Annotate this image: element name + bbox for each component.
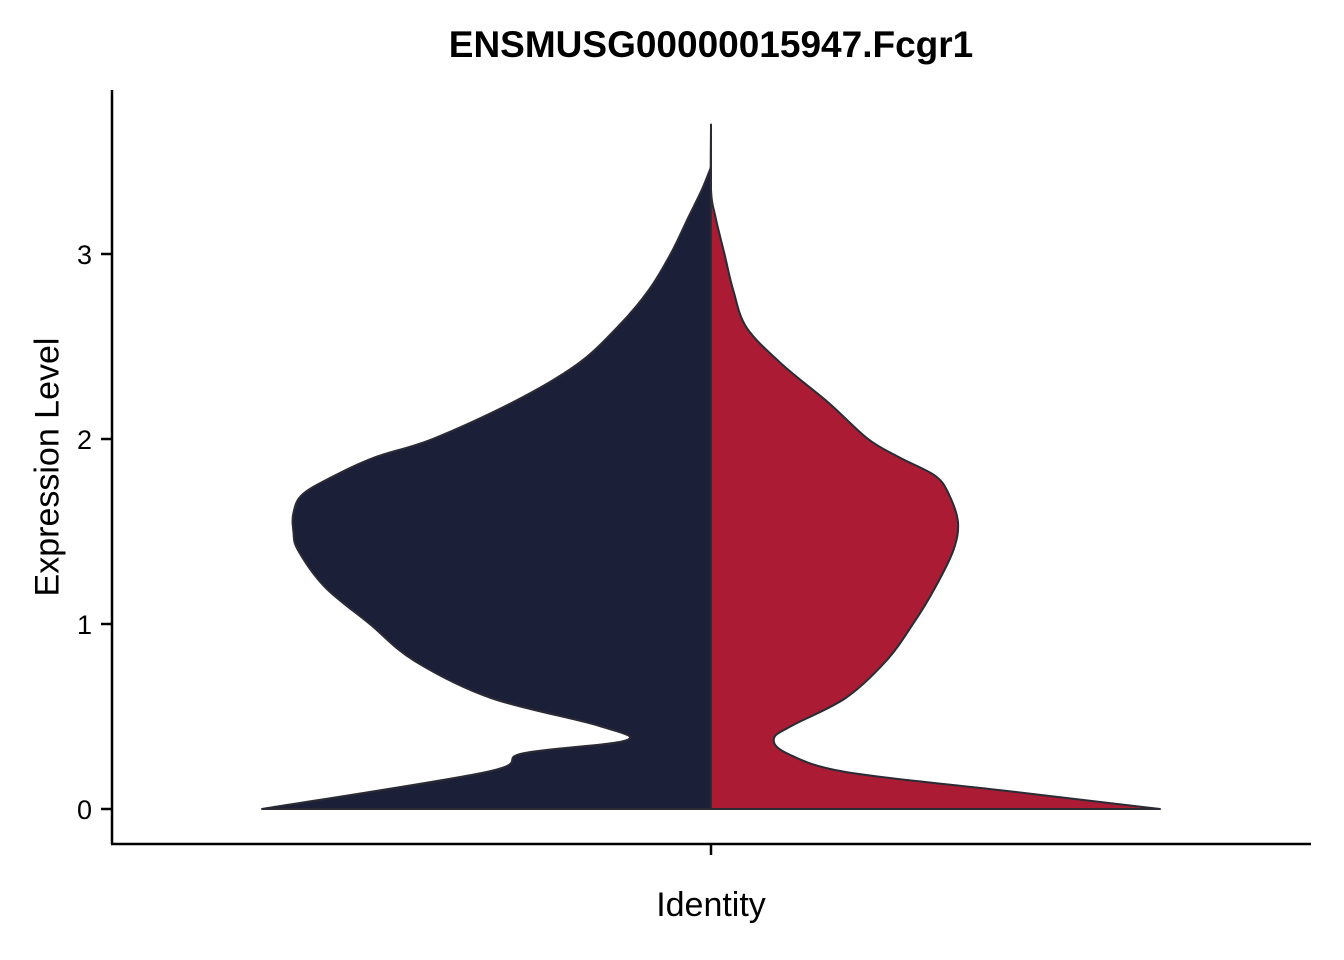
- violin-left-half: [261, 166, 712, 810]
- y-ticks: 0 1 2 3: [77, 240, 112, 825]
- y-tick-label-2: 2: [77, 425, 92, 455]
- y-tick-label-1: 1: [77, 610, 92, 640]
- y-tick-label-3: 3: [77, 240, 92, 270]
- violin-right-half: [709, 123, 1161, 810]
- violin-group: [261, 123, 1161, 810]
- x-axis-label: Identity: [656, 886, 766, 924]
- chart-title: ENSMUSG00000015947.Fcgr1: [448, 24, 974, 65]
- y-tick-label-0: 0: [77, 795, 92, 825]
